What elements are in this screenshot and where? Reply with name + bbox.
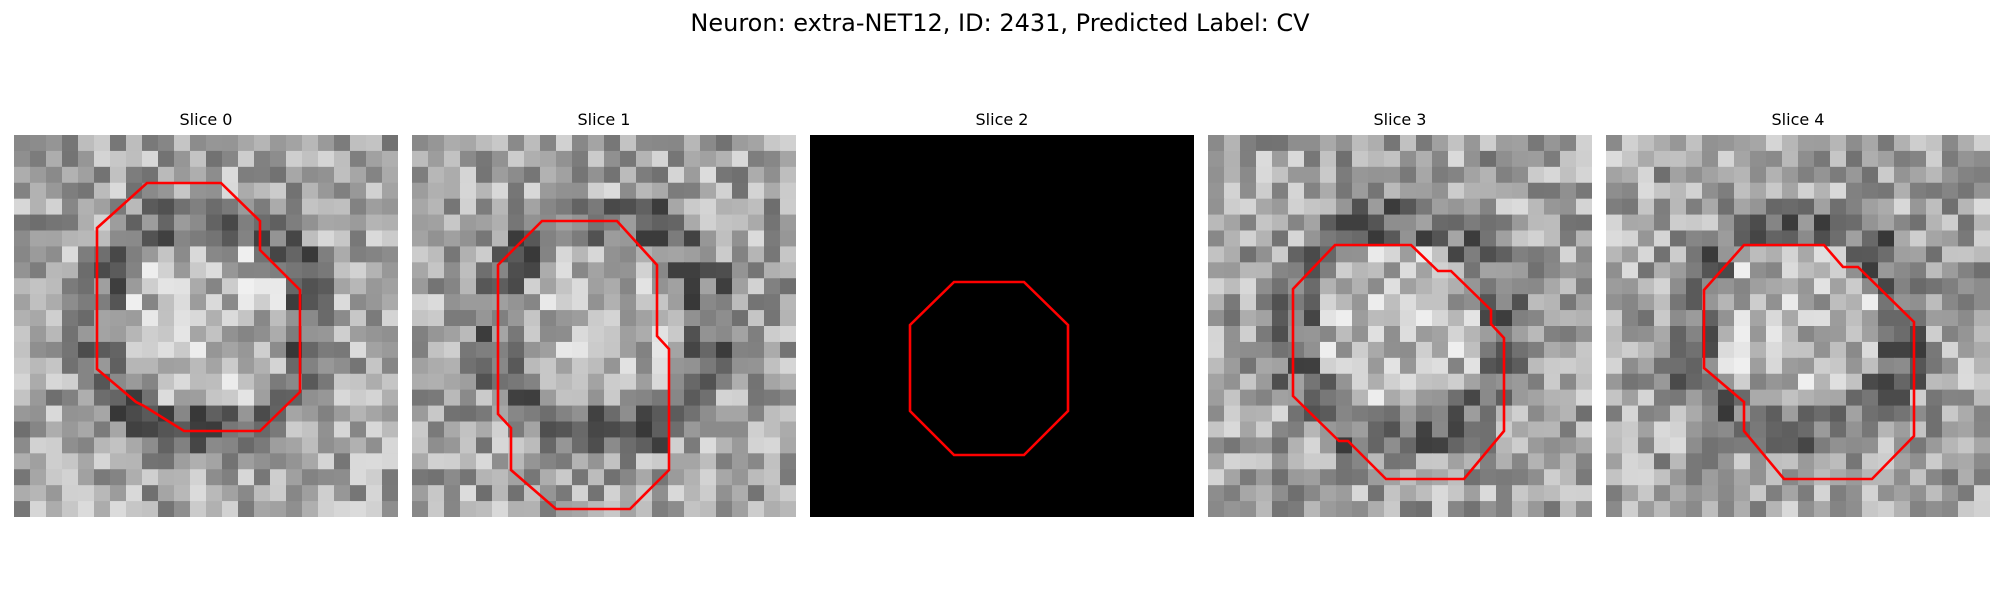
slice-1-image [412,135,796,517]
figure-title: Neuron: extra-NET12, ID: 2431, Predicted… [690,9,1310,37]
slice-1-pixels [412,135,796,517]
slice-2-image [810,135,1194,517]
slice-0-title: Slice 0 [179,110,233,129]
slice-1-title: Slice 1 [577,110,631,129]
slice-3-contour [1291,243,1506,481]
slice-0-contour [95,181,302,433]
slice-2-title: Slice 2 [975,110,1029,129]
slice-3-pixels [1208,135,1592,517]
slice-4-image [1606,135,1990,517]
slice-3-image [1208,135,1592,517]
slice-0-image [14,135,398,517]
slice-4-contour [1702,243,1916,481]
slice-0-pixels [14,135,398,517]
slice-2-contour [908,280,1070,457]
slice-4-pixels [1606,135,1990,517]
slice-1-contour [496,219,671,511]
slice-3-title: Slice 3 [1373,110,1427,129]
slice-4-title: Slice 4 [1771,110,1825,129]
slice-2-background [810,135,1194,517]
